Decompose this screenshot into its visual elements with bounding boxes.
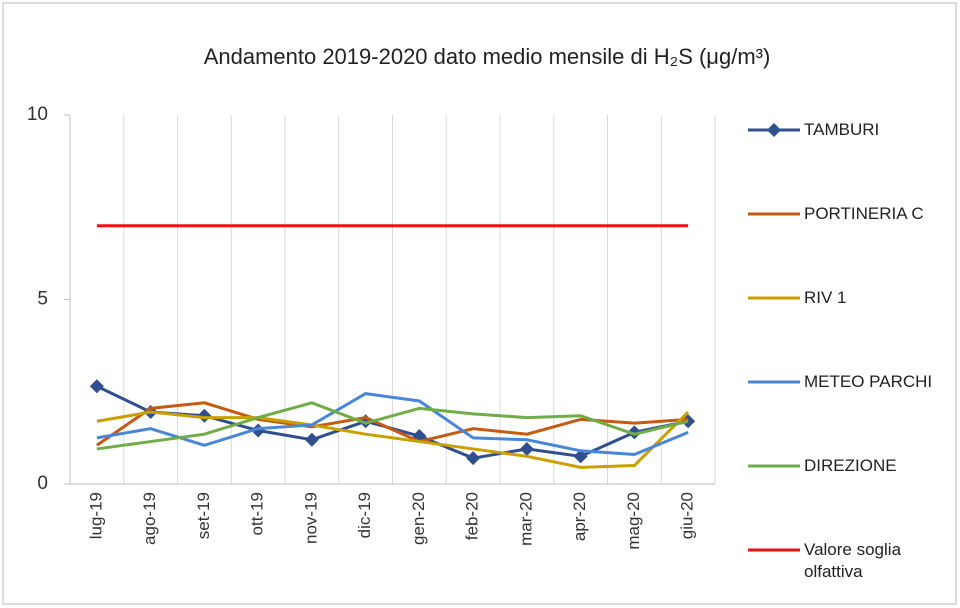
data-point: [89, 379, 104, 394]
x-tick-label: gen-20: [409, 492, 428, 545]
x-tick-label: dic-19: [355, 492, 374, 538]
legend-label: PORTINERIA C: [804, 204, 924, 223]
legend-marker: [767, 123, 781, 137]
x-tick-label: lug-19: [86, 492, 105, 539]
data-point: [573, 449, 588, 464]
x-tick-label: set-19: [194, 492, 213, 539]
legend-label: METEO PARCHI: [804, 372, 933, 391]
x-tick-label: ott-19: [248, 492, 267, 535]
legend-label: RIV 1: [804, 288, 847, 307]
data-point: [304, 432, 319, 447]
legend-label: DIREZIONE: [804, 456, 897, 475]
x-tick-label: mar-20: [516, 492, 535, 546]
chart-title: Andamento 2019-2020 dato medio mensile d…: [204, 44, 771, 69]
series-line: [96, 392, 689, 457]
x-tick-label: ago-19: [140, 492, 159, 545]
y-tick-label: 10: [27, 104, 48, 125]
data-point: [197, 408, 212, 423]
x-tick-label: apr-20: [570, 492, 589, 541]
y-tick-label: 0: [37, 473, 48, 494]
x-tick-label: feb-20: [463, 492, 482, 540]
x-tick-label: mag-20: [624, 492, 643, 550]
series-line: [96, 401, 689, 451]
x-tick-label: nov-19: [301, 492, 320, 544]
data-point: [627, 425, 642, 440]
y-tick-label: 5: [37, 289, 48, 310]
legend-label: TAMBURI: [804, 120, 880, 139]
legend-label: Valore soglia olfattiva: [804, 540, 902, 581]
data-point: [466, 451, 481, 466]
series-line: [96, 410, 690, 469]
data-point: [519, 441, 534, 456]
x-tick-label: giu-20: [678, 492, 697, 539]
